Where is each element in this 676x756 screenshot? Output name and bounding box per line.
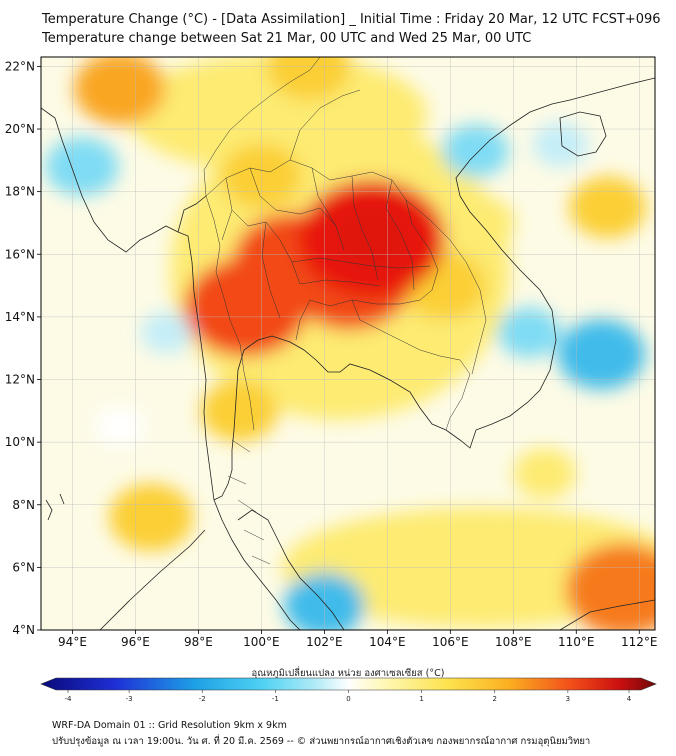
- colorbar-tick-label: -3: [126, 695, 133, 703]
- border-cambodia-vietnam: [445, 373, 471, 431]
- lon-tick-label: 98°E: [184, 635, 213, 649]
- colorbar-tick-label: -2: [199, 695, 206, 703]
- lon-tick-label: 94°E: [58, 635, 87, 649]
- colorbar-tick-label: 4: [627, 695, 632, 703]
- colorbar-tick-label: -4: [65, 695, 73, 703]
- lon-tick-label: 96°E: [121, 635, 150, 649]
- lat-tick-label: 6°N: [12, 560, 35, 574]
- coastline-myanmar-west: [41, 107, 215, 501]
- field-anomaly-19: [184, 258, 307, 357]
- field-anomaly-4: [497, 307, 561, 358]
- lat-tick-label: 18°N: [5, 185, 35, 199]
- field-anomaly-1: [140, 311, 194, 354]
- field-anomaly-13: [109, 483, 194, 551]
- coastline-borneo: [559, 599, 655, 630]
- colorbar-tick-label: 2: [493, 695, 497, 703]
- field-anomaly-core-21: [330, 203, 413, 274]
- field-anomaly-8: [569, 176, 647, 239]
- lat-tick-label: 20°N: [5, 122, 35, 136]
- lat-tick-label: 10°N: [5, 435, 35, 449]
- border-thai-myanmar: [205, 195, 255, 431]
- longitude-axis: 94°E 96°E 98°E 100°E 102°E 104°E 106°E 108°E 110…: [58, 630, 658, 649]
- lon-tick-label: 106°E: [432, 635, 469, 649]
- lat-tick-label: 16°N: [5, 247, 35, 261]
- lon-tick-label: 102°E: [306, 635, 343, 649]
- coastline-andaman-islands: [45, 493, 65, 521]
- colorbar-tick-label: 1: [419, 695, 423, 703]
- border-provinces-central: [221, 167, 431, 319]
- colorbar: [40, 677, 657, 691]
- map-subtitle: Temperature change between Sat 21 Mar, 0…: [42, 31, 532, 46]
- coastline-sumatra: [99, 529, 206, 630]
- colorbar-tick-label: -1: [272, 695, 279, 703]
- field-anomaly-7: [45, 137, 119, 196]
- colorbar-ticks: -4 -3 -2 -1 0 1 2 3 4: [65, 690, 632, 703]
- coastline-malay-west: [213, 499, 301, 630]
- latitude-axis: 4°N 6°N 8°N 10°N 12°N 14°N 16°N 18°N 20°N 22°N: [5, 59, 41, 637]
- lon-tick-label: 104°E: [369, 635, 406, 649]
- lon-tick-label: 110°E: [558, 635, 595, 649]
- lat-tick-label: 8°N: [12, 498, 35, 512]
- temperature-change-map: 4°N 6°N 8°N 10°N 12°N 14°N 16°N 18°N 20°N 22°N 94…: [5, 56, 658, 703]
- field-anomaly-9: [200, 380, 278, 442]
- lat-tick-label: 12°N: [5, 373, 35, 387]
- footer-credit: ปรับปรุงข้อมูล ณ เวลา 19:00น. วัน ศ. ที่…: [52, 736, 591, 747]
- temperature-field: [45, 57, 655, 630]
- lat-tick-label: 4°N: [12, 623, 35, 637]
- footer-model-info: WRF-DA Domain 01 :: Grid Resolution 9km …: [52, 720, 287, 731]
- lon-tick-label: 112°E: [621, 635, 658, 649]
- map-title: Temperature Change (°C) - [Data Assimila…: [42, 12, 661, 27]
- lat-tick-label: 14°N: [5, 310, 35, 324]
- field-anomaly-5: [442, 124, 509, 178]
- field-anomaly-2: [532, 122, 589, 168]
- lon-tick-label: 108°E: [495, 635, 532, 649]
- coastlines: [41, 77, 655, 630]
- field-anomaly-0: [95, 406, 145, 447]
- field-anomaly-3: [513, 448, 577, 499]
- colorbar-tick-label: 3: [566, 695, 570, 703]
- plot-frame: [40, 56, 656, 631]
- lat-tick-label: 22°N: [5, 59, 35, 73]
- coastline-malay-east: [237, 509, 345, 630]
- province-borders: [203, 57, 487, 565]
- lon-tick-label: 100°E: [243, 635, 280, 649]
- border-thai-cambodia: [295, 299, 471, 375]
- coastline-hainan: [559, 111, 607, 157]
- field-anomaly-16: [74, 57, 166, 125]
- coastline-china-south: [569, 77, 655, 101]
- field-anomaly-17: [565, 543, 655, 630]
- border-myanmar-china: [203, 57, 321, 197]
- field-anomaly-6: [448, 196, 516, 250]
- coastline-myanmar-interior: [177, 195, 207, 233]
- coastline-vietnam: [455, 99, 571, 431]
- border-provinces-south: [227, 439, 271, 565]
- colorbar-title: อุณหภูมิเปลี่ยนแปลง หน่วย องศาเซลเซียส (…: [252, 666, 445, 679]
- field-anomaly-15: [557, 319, 646, 390]
- border-laos-vietnam: [289, 89, 487, 375]
- colorbar-tick-label: 0: [346, 695, 350, 703]
- field-anomaly-12: [266, 57, 351, 100]
- field-base-north: [127, 57, 428, 174]
- coastline-thai-gulf: [213, 335, 477, 501]
